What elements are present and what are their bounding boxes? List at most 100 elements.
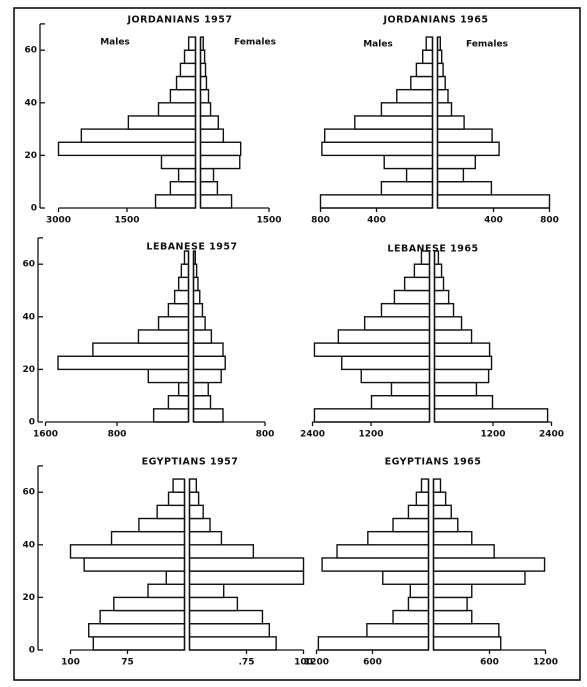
bar <box>192 368 222 384</box>
bar <box>88 623 186 638</box>
bar <box>420 478 430 493</box>
bar <box>157 102 197 117</box>
bar <box>138 517 186 533</box>
bar <box>188 636 277 651</box>
bar <box>380 302 431 318</box>
bar <box>199 88 210 104</box>
chart-title: EGYPTIANS 1957 <box>142 457 239 468</box>
y-tick-label: 20 <box>24 151 37 161</box>
chart-title: JORDANIANS 1965 <box>382 15 488 26</box>
x-tick-label: .75 <box>239 658 255 668</box>
bar <box>156 504 186 520</box>
bar <box>422 49 434 65</box>
bar <box>433 342 491 357</box>
bar <box>336 544 430 559</box>
x-tick-label: 800 <box>256 430 275 440</box>
bar <box>432 530 473 546</box>
bar <box>192 355 226 371</box>
bar <box>360 368 431 384</box>
chart-title: LEBANESE 1965 <box>387 244 478 255</box>
x-tick-label: 600 <box>363 658 382 668</box>
x-tick-label: 1200 <box>533 658 558 668</box>
bar <box>433 408 549 423</box>
bar <box>177 381 190 397</box>
x-tick-label: 1500 <box>114 216 139 226</box>
bar <box>432 570 526 585</box>
bar <box>188 609 264 625</box>
chart-title: LEBANESE 1957 <box>146 242 237 253</box>
bar <box>160 154 197 170</box>
bar <box>188 544 255 559</box>
legend-label: Females <box>234 38 276 48</box>
bar <box>192 302 204 318</box>
bar <box>199 154 241 170</box>
legend-label: Males <box>363 40 393 50</box>
bar <box>341 355 431 371</box>
bar <box>192 342 224 357</box>
bar <box>69 544 186 559</box>
bar <box>192 381 209 397</box>
bar <box>380 180 434 196</box>
bar <box>199 102 212 117</box>
x-tick-label: 1200 <box>358 430 383 440</box>
bar <box>188 530 223 546</box>
bar <box>392 517 430 533</box>
bar <box>403 276 431 292</box>
bar <box>192 395 212 410</box>
bar <box>383 154 434 170</box>
bar <box>432 609 473 625</box>
bar <box>413 263 431 279</box>
bar <box>410 75 434 91</box>
bar <box>436 141 500 157</box>
bar <box>199 180 219 196</box>
bar <box>147 368 190 384</box>
bar <box>433 355 493 371</box>
bar <box>154 194 197 209</box>
bar <box>199 141 242 157</box>
bar <box>152 408 190 423</box>
bar <box>169 180 197 196</box>
x-tick-label: 1200 <box>304 658 329 668</box>
bar <box>354 115 434 130</box>
bar <box>317 636 430 651</box>
y-tick-label: 40 <box>22 540 35 550</box>
bar <box>187 36 197 51</box>
bar <box>192 316 206 331</box>
y-tick-label: 60 <box>24 46 37 56</box>
bar <box>127 115 197 130</box>
bar <box>432 557 546 572</box>
bar <box>415 62 434 78</box>
bar <box>177 276 190 292</box>
bar <box>436 75 446 91</box>
bar <box>407 504 430 520</box>
bar <box>199 115 220 130</box>
bar <box>92 636 186 651</box>
bar <box>83 557 186 572</box>
x-tick-label: 800 <box>311 216 330 226</box>
bar <box>436 88 449 104</box>
bar <box>433 368 490 384</box>
bar <box>409 583 430 599</box>
bar <box>393 289 431 305</box>
bar <box>380 102 434 117</box>
bar <box>169 88 197 104</box>
bar <box>436 62 444 78</box>
x-tick-label: 75 <box>121 658 134 668</box>
bar <box>92 342 190 357</box>
bar <box>432 517 459 533</box>
bar <box>188 504 204 520</box>
bar <box>199 128 225 143</box>
bar <box>370 395 431 410</box>
bar <box>192 276 199 292</box>
bar <box>137 329 190 344</box>
bar <box>432 623 500 638</box>
bar <box>433 276 445 292</box>
frame <box>13 7 581 681</box>
bar <box>432 596 468 612</box>
x-tick-label: 400 <box>367 216 386 226</box>
bar <box>165 570 186 585</box>
bar <box>110 530 186 546</box>
bar <box>436 102 453 117</box>
bar <box>405 167 434 183</box>
bar <box>192 408 224 423</box>
